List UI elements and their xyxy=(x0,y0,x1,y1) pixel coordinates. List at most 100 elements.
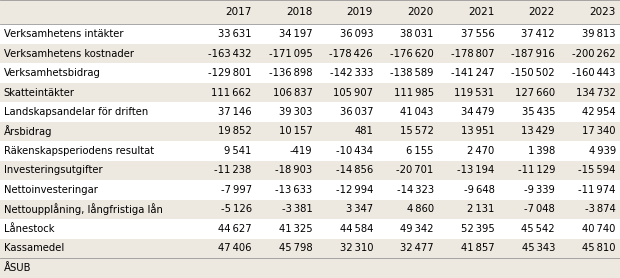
Text: 35 435: 35 435 xyxy=(521,107,555,117)
Text: -163 432: -163 432 xyxy=(208,49,252,59)
Text: Räkenskapsperiodens resultat: Räkenskapsperiodens resultat xyxy=(4,146,154,156)
Text: -15 594: -15 594 xyxy=(578,165,616,175)
Text: 19 852: 19 852 xyxy=(218,126,252,136)
Text: 17 340: 17 340 xyxy=(582,126,616,136)
Bar xyxy=(0,161,620,180)
Text: 10 157: 10 157 xyxy=(278,126,312,136)
Text: 2022: 2022 xyxy=(529,7,555,17)
Text: 2 131: 2 131 xyxy=(467,204,494,214)
Text: 37 146: 37 146 xyxy=(218,107,252,117)
Text: -171 095: -171 095 xyxy=(268,49,312,59)
Text: -150 502: -150 502 xyxy=(512,68,555,78)
Text: -14 856: -14 856 xyxy=(336,165,373,175)
Text: 111 985: 111 985 xyxy=(394,88,434,98)
Text: 111 662: 111 662 xyxy=(211,88,252,98)
Text: 2019: 2019 xyxy=(347,7,373,17)
Text: -187 916: -187 916 xyxy=(512,49,555,59)
Text: 105 907: 105 907 xyxy=(333,88,373,98)
Text: 9 541: 9 541 xyxy=(224,146,252,156)
Text: 6 155: 6 155 xyxy=(406,146,434,156)
Text: 49 342: 49 342 xyxy=(401,224,434,234)
Text: 34 479: 34 479 xyxy=(461,107,494,117)
Text: 127 660: 127 660 xyxy=(515,88,555,98)
Text: -13 194: -13 194 xyxy=(457,165,494,175)
Text: -3 381: -3 381 xyxy=(281,204,312,214)
Text: Skatteintäkter: Skatteintäkter xyxy=(4,88,75,98)
Bar xyxy=(0,239,620,258)
Text: -11 238: -11 238 xyxy=(215,165,252,175)
Text: 2018: 2018 xyxy=(286,7,312,17)
Text: Årsbidrag: Årsbidrag xyxy=(4,126,52,137)
Text: 106 837: 106 837 xyxy=(273,88,312,98)
Text: 2020: 2020 xyxy=(407,7,434,17)
Text: -18 903: -18 903 xyxy=(275,165,312,175)
Text: 481: 481 xyxy=(354,126,373,136)
Bar xyxy=(0,200,620,219)
Text: -138 589: -138 589 xyxy=(390,68,434,78)
Bar xyxy=(0,102,620,122)
Text: -160 443: -160 443 xyxy=(572,68,616,78)
Text: Landskapsandelar för driften: Landskapsandelar för driften xyxy=(4,107,148,117)
Text: 40 740: 40 740 xyxy=(582,224,616,234)
Text: 47 406: 47 406 xyxy=(218,243,252,253)
Text: 38 031: 38 031 xyxy=(401,29,434,39)
Text: 37 412: 37 412 xyxy=(521,29,555,39)
Text: 39 813: 39 813 xyxy=(582,29,616,39)
Text: Lånestock: Lånestock xyxy=(4,224,54,234)
Text: 2023: 2023 xyxy=(590,7,616,17)
Text: -5 126: -5 126 xyxy=(221,204,252,214)
Text: -9 339: -9 339 xyxy=(524,185,555,195)
Text: 2021: 2021 xyxy=(468,7,494,17)
Text: -178 426: -178 426 xyxy=(329,49,373,59)
Text: 37 556: 37 556 xyxy=(461,29,494,39)
Text: -136 898: -136 898 xyxy=(269,68,312,78)
Text: 1 398: 1 398 xyxy=(528,146,555,156)
Text: 2 470: 2 470 xyxy=(467,146,494,156)
Bar xyxy=(0,122,620,141)
Bar xyxy=(0,141,620,161)
Text: 13 429: 13 429 xyxy=(521,126,555,136)
Text: 44 584: 44 584 xyxy=(340,224,373,234)
Text: 13 951: 13 951 xyxy=(461,126,494,136)
Text: -141 247: -141 247 xyxy=(451,68,494,78)
Text: -10 434: -10 434 xyxy=(336,146,373,156)
Text: Verksamhetsbidrag: Verksamhetsbidrag xyxy=(4,68,100,78)
Text: -419: -419 xyxy=(290,146,312,156)
Text: ÅSUB: ÅSUB xyxy=(4,263,31,273)
Bar xyxy=(0,44,620,63)
Text: 15 572: 15 572 xyxy=(400,126,434,136)
Bar xyxy=(0,180,620,200)
Text: -129 801: -129 801 xyxy=(208,68,252,78)
Text: 52 395: 52 395 xyxy=(461,224,494,234)
Text: Verksamhetens kostnader: Verksamhetens kostnader xyxy=(4,49,134,59)
Text: -7 048: -7 048 xyxy=(525,204,555,214)
Text: 3 347: 3 347 xyxy=(346,204,373,214)
Text: 45 343: 45 343 xyxy=(521,243,555,253)
Text: Investeringsutgifter: Investeringsutgifter xyxy=(4,165,102,175)
Text: Verksamhetens intäkter: Verksamhetens intäkter xyxy=(4,29,123,39)
Text: -9 648: -9 648 xyxy=(464,185,494,195)
Text: -14 323: -14 323 xyxy=(397,185,434,195)
Text: -178 807: -178 807 xyxy=(451,49,494,59)
Text: 33 631: 33 631 xyxy=(218,29,252,39)
Text: 45 810: 45 810 xyxy=(582,243,616,253)
Text: 45 542: 45 542 xyxy=(521,224,555,234)
Text: 42 954: 42 954 xyxy=(582,107,616,117)
Bar xyxy=(0,83,620,102)
Text: 32 310: 32 310 xyxy=(340,243,373,253)
Text: 4 939: 4 939 xyxy=(588,146,616,156)
Text: 119 531: 119 531 xyxy=(454,88,494,98)
Text: 45 798: 45 798 xyxy=(279,243,312,253)
Text: 32 477: 32 477 xyxy=(400,243,434,253)
Text: 41 325: 41 325 xyxy=(279,224,312,234)
Bar xyxy=(0,63,620,83)
Text: -11 974: -11 974 xyxy=(578,185,616,195)
Text: 39 303: 39 303 xyxy=(279,107,312,117)
Text: -11 129: -11 129 xyxy=(518,165,555,175)
Text: 44 627: 44 627 xyxy=(218,224,252,234)
Text: -142 333: -142 333 xyxy=(330,68,373,78)
Text: 36 093: 36 093 xyxy=(340,29,373,39)
Text: Kassamedel: Kassamedel xyxy=(4,243,64,253)
Text: 2017: 2017 xyxy=(225,7,252,17)
Text: -12 994: -12 994 xyxy=(335,185,373,195)
